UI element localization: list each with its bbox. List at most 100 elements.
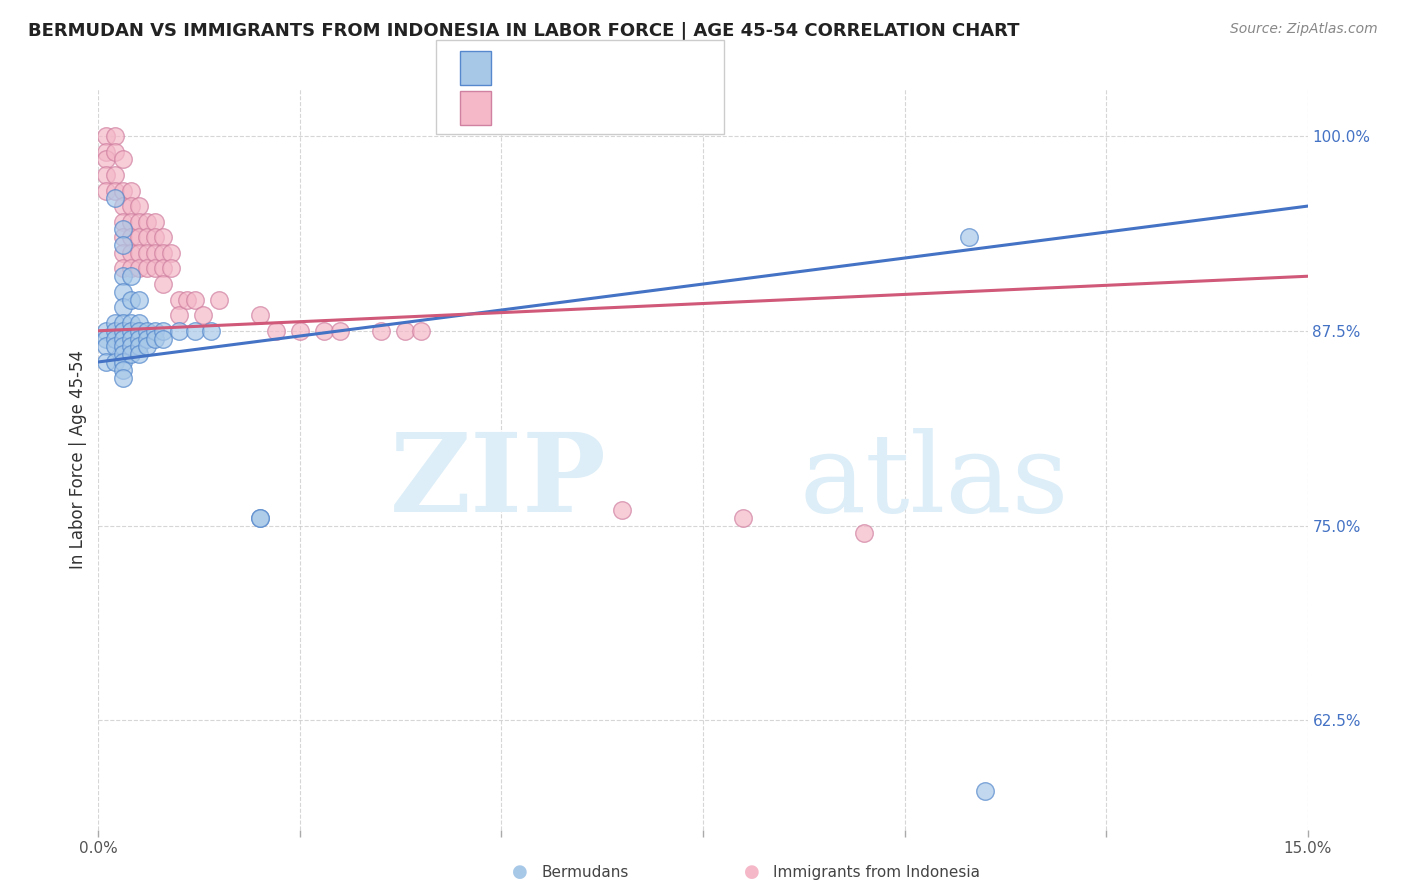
Point [111,324,134,338]
Point [249,308,271,322]
Point [288,324,311,338]
Point [120,199,142,213]
Text: N =: N = [586,99,644,117]
Point [111,355,134,369]
Point [184,324,207,338]
Text: ●: ● [744,863,761,881]
Point [394,324,416,338]
Point [733,511,755,525]
Point [128,199,150,213]
Text: R =: R = [502,99,541,117]
Point [111,285,134,299]
Point [120,332,142,346]
Text: 50: 50 [640,60,662,78]
Point [193,308,215,322]
Point [96,332,118,346]
Point [120,347,142,361]
Point [128,215,150,229]
Point [120,245,142,260]
Point [96,128,118,143]
Text: ZIP: ZIP [389,428,606,535]
Point [160,261,183,276]
Point [128,261,150,276]
Point [111,269,134,284]
Point [120,316,142,330]
Point [135,230,157,244]
Point [96,355,118,369]
Point [103,191,125,205]
Point [120,324,142,338]
Point [120,269,142,284]
Point [612,503,634,517]
Point [370,324,392,338]
Point [143,245,166,260]
Point [135,245,157,260]
Point [249,511,271,525]
Text: 58: 58 [640,99,662,117]
Point [128,339,150,353]
Point [111,199,134,213]
Point [128,293,150,307]
Text: BERMUDAN VS IMMIGRANTS FROM INDONESIA IN LABOR FORCE | AGE 45-54 CORRELATION CHA: BERMUDAN VS IMMIGRANTS FROM INDONESIA IN… [28,22,1019,40]
Point [111,339,134,353]
Point [152,332,174,346]
Point [249,511,271,525]
Point [974,783,997,797]
Point [111,215,134,229]
Point [111,301,134,315]
Point [96,339,118,353]
Point [103,355,125,369]
Point [135,261,157,276]
Text: ●: ● [512,863,529,881]
Point [111,261,134,276]
Point [96,184,118,198]
Point [152,245,174,260]
Point [103,339,125,353]
Point [103,324,125,338]
Point [111,230,134,244]
Text: N =: N = [586,60,644,78]
Point [111,222,134,236]
Text: atlas: atlas [800,428,1070,535]
Point [143,261,166,276]
Point [111,153,134,167]
Point [103,168,125,182]
Point [143,215,166,229]
Point [103,316,125,330]
Point [184,293,207,307]
Point [111,332,134,346]
Text: Immigrants from Indonesia: Immigrants from Indonesia [773,865,980,880]
Point [96,324,118,338]
Point [853,526,876,541]
Point [128,230,150,244]
Point [111,238,134,252]
Point [208,293,231,307]
Point [111,363,134,377]
Point [96,153,118,167]
Point [135,332,157,346]
Point [176,293,198,307]
Text: 0.101: 0.101 [540,99,591,117]
Point [111,184,134,198]
Point [128,324,150,338]
Point [120,261,142,276]
Point [329,324,352,338]
Text: Source: ZipAtlas.com: Source: ZipAtlas.com [1230,22,1378,37]
Point [314,324,336,338]
Point [167,308,190,322]
Text: 0.235: 0.235 [540,60,592,78]
Point [264,324,287,338]
Point [135,324,157,338]
Point [128,332,150,346]
Point [103,184,125,198]
Point [128,316,150,330]
Point [143,230,166,244]
Text: R =: R = [502,60,541,78]
Point [120,339,142,353]
Point [409,324,432,338]
Point [160,245,183,260]
Point [111,370,134,384]
Point [152,230,174,244]
Point [111,316,134,330]
Point [120,293,142,307]
